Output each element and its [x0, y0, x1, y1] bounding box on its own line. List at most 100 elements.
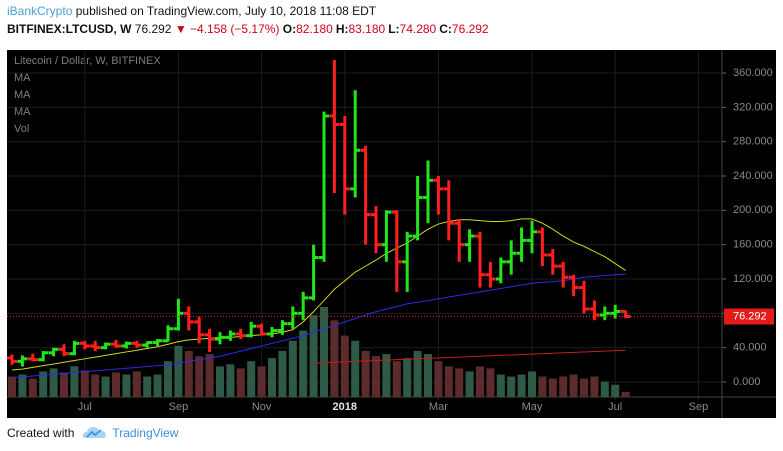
volume-bar: [580, 378, 588, 397]
y-tick-label: 240.000: [733, 170, 773, 182]
legend-entry: Vol: [14, 123, 29, 135]
y-tick-label: 0.000: [733, 376, 761, 388]
change: ▼ −4.158 (−5.17%): [174, 22, 280, 36]
volume-bar: [382, 354, 391, 397]
volume-bar: [132, 371, 141, 397]
volume-bar: [569, 374, 578, 397]
volume-bar: [60, 372, 68, 397]
volume-bar: [434, 361, 443, 397]
ohlc-value: 82.180: [296, 22, 333, 36]
y-tick-label: 120.000: [733, 273, 773, 285]
volume-bar: [184, 350, 193, 397]
moving-average: [313, 349, 626, 364]
volume-bar: [18, 374, 27, 397]
ohlc-label: C:: [439, 22, 452, 36]
footer: Created with TradingView: [7, 425, 178, 441]
volume-bar: [528, 371, 536, 397]
volume-bar: [39, 371, 48, 397]
volume-bar: [216, 366, 224, 397]
ohlc-label: H:: [335, 22, 349, 36]
author[interactable]: iBankCrypto: [7, 4, 73, 18]
logo: [83, 427, 107, 438]
x-tick-label: Jul: [78, 401, 92, 413]
chart-title: Litecoin / Dollar, W, BITFINEX: [14, 55, 161, 67]
volume-bar: [164, 361, 172, 397]
volume-bar: [548, 378, 557, 397]
volume-bar: [496, 374, 505, 397]
volume-bar: [611, 384, 620, 397]
volume-bar: [372, 356, 380, 397]
x-tick-label: Sep: [689, 401, 709, 413]
volume-bar: [351, 340, 360, 397]
volume-bar: [268, 358, 276, 397]
x-tick-label: Jul: [608, 401, 622, 413]
y-tick-label: 360.000: [733, 67, 773, 79]
volume-bar: [112, 372, 120, 397]
volume-bar: [299, 330, 308, 397]
volume-bar: [278, 350, 287, 397]
volume-bar: [444, 366, 453, 397]
volume-bar: [559, 376, 568, 397]
last-price: 76.292: [134, 22, 172, 36]
chart-background: [7, 50, 776, 418]
volume-bar: [538, 376, 547, 397]
volume-bar: [476, 366, 484, 397]
volume-bar: [590, 376, 599, 397]
volume-bar: [465, 371, 474, 397]
x-tick-label: 2018: [333, 401, 357, 413]
ohlc-label: O:: [282, 22, 297, 36]
volume-bar: [70, 366, 79, 397]
last-price-box: [724, 308, 774, 325]
volume-bar: [455, 368, 464, 397]
ohlc-line: O:82.180 H:83.180 L:74.280 C:76.292: [283, 22, 492, 36]
brand[interactable]: TradingView: [112, 426, 179, 440]
volume-bar: [320, 307, 328, 397]
volume-bar: [507, 376, 516, 397]
moving-average: [11, 218, 626, 371]
x-tick-label: Mar: [429, 401, 448, 413]
y-tick-label: 280.000: [733, 136, 773, 148]
volume-bar: [205, 354, 214, 397]
ohlc-value: 76.292: [451, 22, 489, 36]
volume-bar: [517, 374, 526, 397]
ohlc-label: L:: [388, 22, 400, 36]
volume-bar: [600, 381, 609, 397]
volume-bar: [143, 376, 152, 397]
volume-bar: [330, 320, 339, 397]
legend-entry: MA: [14, 72, 31, 84]
legend-entry: MA: [14, 89, 31, 101]
volume-bar: [226, 364, 235, 397]
volume-bar: [28, 378, 37, 397]
volume-bar: [153, 374, 162, 397]
volume-bar: [403, 358, 412, 397]
ohlc-value: 74.280: [399, 22, 437, 36]
symbol: BITFINEX:LTCUSD, W: [7, 22, 132, 36]
volume-bar: [195, 356, 204, 397]
header-line: iBankCrypto published on TradingView.com…: [7, 4, 376, 18]
chart: Litecoin / Dollar, W, BITFINEX Jul Sep Nov…: [7, 50, 776, 418]
y-tick-label: 160.000: [733, 239, 773, 251]
volume-bar: [80, 370, 89, 397]
volume-bar: [174, 345, 183, 397]
volume-bar: [288, 340, 297, 397]
volume-bar: [486, 368, 495, 397]
last-price-label: 76.292: [733, 310, 767, 322]
symbol-line: BITFINEX:LTCUSD, W 76.292 ▼ −4.158 (−5.1…: [7, 22, 492, 36]
x-tick-label: Nov: [252, 401, 272, 413]
footer-text: Created with: [7, 426, 75, 440]
volume-bar: [236, 368, 245, 397]
published: published on TradingView.com, July 10, 2…: [75, 4, 377, 18]
volume-bar: [413, 350, 422, 397]
volume-bar: [49, 368, 58, 397]
volume-bar: [309, 315, 318, 397]
legend-entry: MA: [14, 106, 31, 118]
volume-bar: [8, 376, 16, 397]
y-tick-label: 200.000: [733, 204, 773, 216]
volume-bar: [101, 376, 110, 397]
x-tick-label: May: [522, 401, 543, 413]
volume-bar: [247, 361, 256, 397]
ohlc-value: 83.180: [348, 22, 386, 36]
volume-bar: [257, 366, 266, 397]
volume-bar: [424, 354, 432, 397]
